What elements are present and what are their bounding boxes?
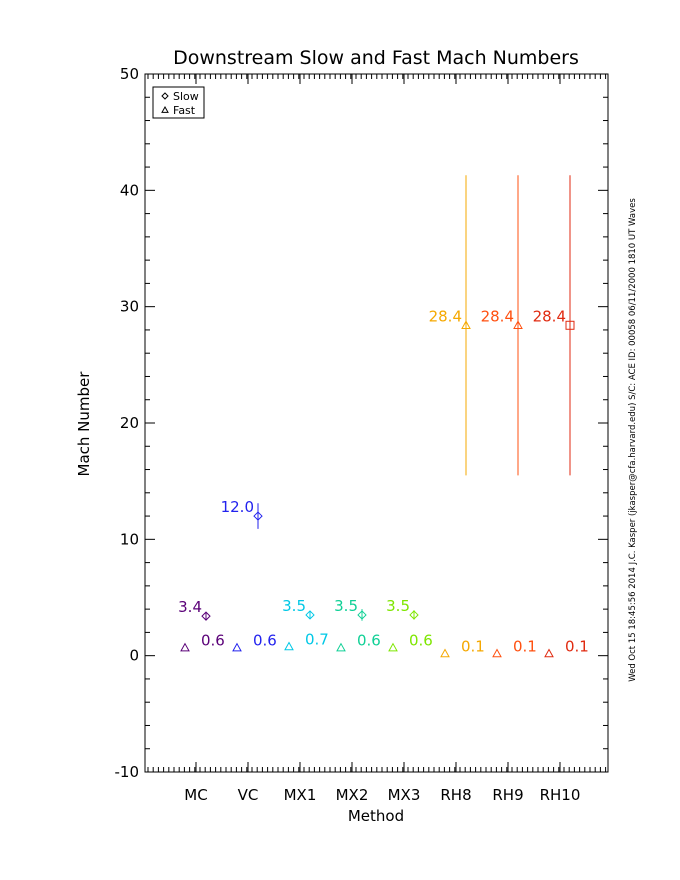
fast-point-marker (336, 642, 346, 652)
data-marks: 3.4 0.6 12.0 0.6 3.5 0.7 3.5 0.6 3.5 0.6 28.4 0.1 28… (178, 175, 589, 658)
slow-point-marker (409, 610, 419, 620)
fast-point-marker (440, 648, 450, 658)
slow-data-label: 28.4 (429, 307, 462, 325)
fast-data-label: 0.6 (357, 632, 381, 650)
legend-slow-label: Slow (173, 90, 199, 103)
fast-point-marker (232, 642, 242, 652)
slow-data-label: 12.0 (221, 498, 254, 516)
x-tick-label: RH8 (440, 786, 471, 804)
x-tick-label: RH10 (540, 786, 581, 804)
slow-data-label: 28.4 (533, 307, 566, 325)
fast-point-marker (513, 320, 523, 329)
slow-data-label: 3.5 (386, 597, 410, 615)
x-tick-label: MX1 (284, 786, 317, 804)
legend-fast-label: Fast (173, 104, 196, 117)
y-tick-label: 40 (120, 181, 139, 199)
fast-point-marker (461, 320, 471, 329)
y-tick-label: 0 (129, 647, 139, 665)
slow-data-label: 28.4 (481, 307, 514, 325)
chart-title: Downstream Slow and Fast Mach Numbers (173, 47, 579, 69)
legend-fast-icon (161, 105, 169, 113)
slow-data-label: 3.5 (334, 597, 358, 615)
y-tick-label: 10 (120, 530, 139, 548)
fast-data-label: 0.6 (409, 632, 433, 650)
x-tick-label: MC (184, 786, 207, 804)
legend-slow-icon (161, 92, 169, 100)
plot-frame (144, 73, 609, 773)
fast-point-marker (180, 642, 190, 652)
fast-data-label: 0.6 (253, 632, 277, 650)
x-axis-label: Method (348, 807, 404, 825)
side-note: Wed Oct 15 18:45:56 2014 J.C. Kasper (jk… (628, 198, 638, 682)
x-tick-label: RH9 (492, 786, 523, 804)
x-tick-label: MX3 (388, 786, 421, 804)
y-axis-label: Mach Number (75, 371, 93, 477)
y-tick-label: 50 (120, 65, 139, 83)
slow-point-marker (201, 611, 211, 621)
slow-point-marker (253, 511, 263, 521)
axis-ticks: -10 0 10 20 30 40 50 MC VC MX1 MX2 MX3 RH8 RH9 RH10 (115, 65, 608, 804)
y-tick-label: -10 (115, 763, 140, 781)
plot-border (144, 73, 609, 773)
fast-data-label: 0.6 (201, 632, 225, 650)
fast-data-label: 0.7 (305, 631, 329, 649)
fast-data-label: 0.1 (513, 638, 537, 656)
fast-point-marker (388, 642, 398, 652)
fast-data-label: 0.1 (565, 638, 589, 656)
fast-data-label: 0.1 (461, 638, 485, 656)
fast-point-marker (544, 648, 554, 658)
slow-data-label: 3.5 (282, 597, 306, 615)
y-tick-label: 30 (120, 298, 139, 316)
x-tick-label: VC (238, 786, 259, 804)
slow-point-marker (565, 320, 575, 330)
slow-point-marker (305, 610, 315, 620)
slow-point-marker (357, 610, 367, 620)
slow-data-label: 3.4 (178, 598, 202, 616)
x-tick-label: MX2 (336, 786, 369, 804)
fast-point-marker (284, 641, 294, 651)
fast-point-marker (492, 648, 502, 658)
y-tick-label: 20 (120, 414, 139, 432)
